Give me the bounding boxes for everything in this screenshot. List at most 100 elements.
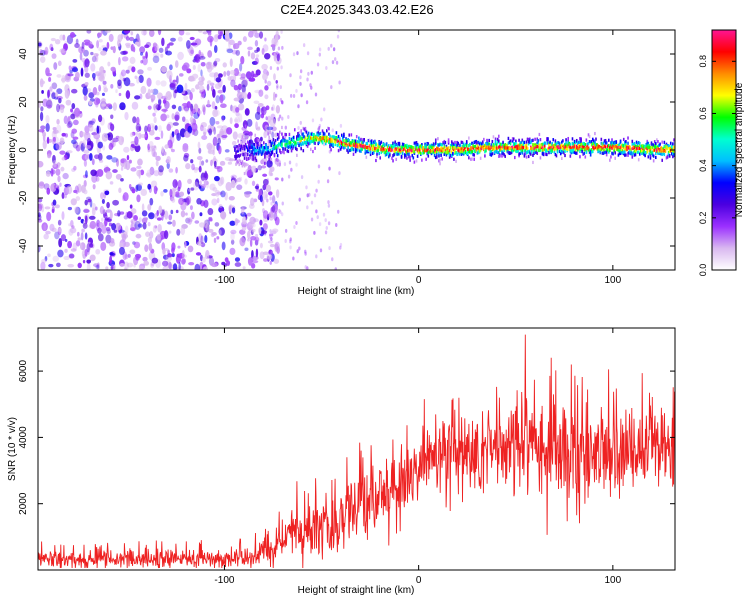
spectrogram-signal-cell [292, 135, 295, 139]
spectrogram-signal-cell [378, 145, 380, 149]
spectrogram-noise-cell [129, 204, 133, 209]
spectrogram-signal-cell [626, 148, 628, 152]
spectrogram-signal-cell [423, 150, 425, 155]
spectrogram-signal-cell [456, 152, 458, 157]
spectrogram-noise-cell [50, 183, 57, 193]
spectrogram-signal-cell [535, 148, 537, 152]
spectrogram-signal-cell [268, 151, 270, 155]
spectrogram-noise-cell [68, 253, 75, 259]
spectrogram-signal-cell [365, 150, 368, 154]
spectrogram-noise-cell [261, 47, 265, 55]
spectrogram-noise-cell [166, 155, 171, 164]
spectrogram-signal-cell [347, 150, 349, 154]
spectrogram-signal-cell [656, 147, 658, 152]
spectrogram-signal-cell [430, 149, 433, 154]
spectrogram-noise-cell [52, 199, 57, 206]
spectrogram-noise-cell [77, 262, 82, 269]
spectrogram-signal-cell [281, 144, 283, 148]
spectrogram-signal-cell [434, 148, 437, 152]
spectrogram-noise-cell [175, 191, 180, 198]
colorbar-tick-label: 0.4 [698, 159, 708, 172]
spectrogram-noise-cell [177, 36, 183, 42]
spectrogram-noise-cell [51, 227, 57, 233]
spectrogram-signal-cell [335, 131, 338, 135]
spectrogram-noise-cell [266, 71, 270, 76]
spectrogram-noise-cell [161, 260, 169, 267]
spectrogram-noise-cell [71, 225, 75, 229]
spectrogram-noise-cell [125, 69, 130, 74]
spectrogram-noise-cell [145, 172, 152, 177]
spectrogram-signal-cell [629, 145, 631, 149]
spectrogram-signal-cell [483, 147, 485, 151]
spectrogram-signal-cell [640, 149, 642, 153]
spectrogram-signal-cell [302, 126, 305, 131]
spectrogram-noise-cell [89, 152, 93, 161]
spectrogram-signal-cell [510, 148, 513, 152]
spectrogram-noise-cell [234, 257, 241, 262]
spectrogram-noise-cell [80, 131, 86, 137]
spectrogram-signal-cell [490, 143, 493, 147]
spectrogram-noise-cell [201, 160, 205, 166]
spectrogram-signal-cell [578, 140, 580, 144]
spectrogram-noise-cell [257, 165, 262, 171]
spectrogram-noise-cell [64, 40, 68, 44]
spectrogram-signal-cell [584, 155, 587, 159]
spectrogram-signal-cell [453, 148, 455, 152]
spectrogram-signal-cell [365, 155, 368, 159]
spectrogram-signal-cell [376, 149, 378, 153]
spectrogram-signal-cell [494, 139, 497, 144]
spectrogram-signal-cell [549, 146, 551, 150]
spectrogram-noise-cell [63, 255, 70, 261]
spectrogram-noise-cell [179, 73, 184, 77]
spectrogram-noise-cell [216, 165, 223, 173]
spectrogram-signal-cell [428, 144, 431, 148]
spectrogram-signal-cell [438, 148, 440, 152]
spectrogram-noise-cell [126, 154, 130, 161]
spectrogram-signal-cell [579, 149, 581, 153]
spectrogram-signal-cell [459, 143, 462, 147]
spectrogram-noise-cell [309, 83, 312, 88]
spectrogram-noise-cell [91, 72, 96, 79]
spectrogram-signal-cell [461, 140, 464, 145]
spectrogram-signal-cell [517, 148, 519, 153]
spectrogram-noise-cell [119, 242, 124, 249]
spectrogram-noise-cell [39, 56, 46, 63]
spectrogram-noise-cell [277, 46, 281, 51]
spectrogram-signal-cell [323, 138, 326, 143]
spectrogram-signal-cell [602, 141, 605, 145]
spectrogram-noise-cell [112, 169, 118, 173]
spectrogram-signal-cell [470, 151, 472, 155]
spectrogram-signal-cell [659, 148, 661, 152]
spectrogram-signal-cell [351, 139, 354, 144]
spectrogram-signal-cell [543, 147, 546, 151]
spectrogram-signal-cell [476, 151, 479, 155]
spectrogram-signal-cell [566, 147, 568, 151]
spectrogram-signal-cell [651, 143, 654, 147]
spectrogram-signal-cell [410, 145, 412, 149]
spectrogram-noise-cell [191, 122, 198, 132]
spectrogram-signal-cell [392, 145, 394, 149]
spectrogram-noise-cell [72, 141, 79, 149]
spectrogram-signal-cell [616, 146, 619, 150]
spectrogram-signal-cell [602, 151, 605, 155]
spectrogram-signal-cell [525, 151, 528, 155]
spectrogram-signal-cell [641, 151, 643, 155]
spectrogram-signal-cell [436, 155, 438, 159]
spectrogram-signal-cell [305, 130, 308, 134]
spectrogram-noise-cell [86, 88, 92, 93]
spectrogram-noise-cell [231, 207, 236, 214]
spectrogram-signal-cell [589, 150, 592, 154]
spectrogram-signal-cell [484, 143, 486, 147]
spectrogram-noise-cell [244, 178, 248, 185]
spectrogram-noise-cell [86, 259, 92, 264]
spectrogram-noise-cell [213, 175, 220, 182]
spectrogram-noise-cell [257, 126, 261, 130]
spectrogram-noise-cell [90, 51, 94, 56]
spectrogram-noise-cell [236, 91, 244, 99]
spectrogram-signal-cell [524, 144, 527, 148]
spectrogram-signal-cell [274, 146, 277, 150]
spectrogram-noise-cell [255, 54, 260, 58]
spectrogram-signal-cell [646, 141, 649, 145]
spectrogram-signal-cell [599, 150, 602, 154]
spectrogram-noise-cell [167, 263, 174, 270]
